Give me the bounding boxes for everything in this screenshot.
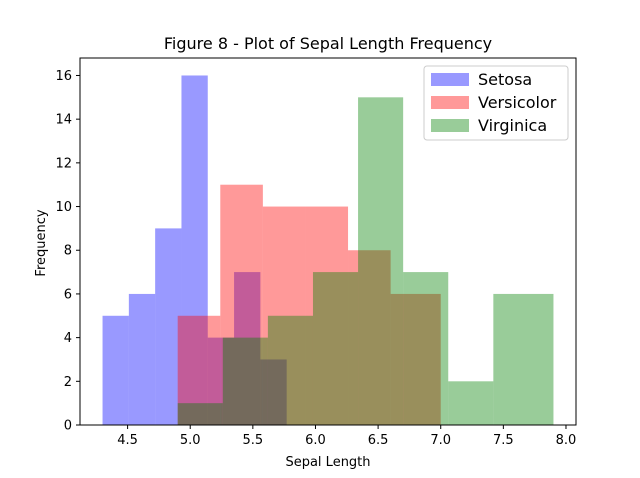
legend-swatch-virginica	[431, 119, 469, 132]
y-tick-label: 0	[64, 419, 72, 434]
bar-versicolor-1	[220, 184, 263, 425]
plot-frame	[79, 57, 577, 426]
y-axis-label: Frequency	[34, 209, 49, 276]
x-tick-label: 6.5	[368, 433, 389, 448]
legend-swatch-setosa	[431, 73, 469, 86]
legend: Setosa Versicolor Virginica	[423, 65, 569, 141]
y-tick-label: 6	[64, 287, 72, 302]
x-tick-label: 5.5	[243, 433, 264, 448]
bar-virginica-0	[177, 403, 223, 425]
bar-setosa-2	[155, 228, 182, 425]
x-axis-ticks: 4.5 5.0 5.5 6.0 6.5 7.0 7.5 8.0	[117, 425, 576, 448]
x-tick-label: 7.0	[430, 433, 451, 448]
y-tick-label: 10	[55, 200, 72, 215]
bar-virginica-4	[358, 97, 404, 426]
y-tick-label: 12	[55, 156, 72, 171]
bar-setosa-0	[102, 315, 129, 425]
chart-title: Figure 8 - Plot of Sepal Length Frequenc…	[164, 34, 492, 53]
histogram-bars	[102, 75, 554, 426]
x-tick-label: 4.5	[117, 433, 138, 448]
legend-label-setosa: Setosa	[478, 70, 532, 89]
legend-box	[423, 65, 569, 141]
bar-virginica-3	[312, 272, 359, 425]
bar-versicolor-0	[177, 315, 221, 425]
bar-virginica-5	[403, 272, 449, 425]
bar-versicolor-4	[348, 250, 391, 425]
legend-label-virginica: Virginica	[478, 116, 547, 135]
bar-virginica-2	[267, 315, 313, 425]
x-tick-label: 7.5	[493, 433, 514, 448]
bar-versicolor-5	[390, 293, 441, 425]
legend-label-versicolor: Versicolor	[478, 93, 557, 112]
bar-setosa-6	[260, 359, 287, 425]
bar-setosa-4	[207, 337, 235, 425]
y-tick-label: 16	[55, 69, 72, 84]
legend-swatch-versicolor	[431, 96, 469, 109]
y-tick-label: 4	[64, 331, 72, 346]
y-tick-label: 2	[64, 375, 72, 390]
bar-versicolor-2	[262, 206, 306, 425]
x-axis-label: Sepal Length	[285, 455, 370, 470]
y-tick-label: 8	[64, 244, 72, 259]
y-tick-label: 14	[55, 113, 72, 128]
bar-setosa-5	[234, 272, 261, 425]
bar-virginica-7	[493, 293, 554, 425]
x-tick-label: 5.0	[180, 433, 201, 448]
bar-setosa-1	[128, 293, 156, 425]
bar-virginica-1	[222, 337, 268, 425]
x-tick-label: 6.0	[305, 433, 326, 448]
x-tick-label: 8.0	[556, 433, 577, 448]
y-axis-ticks: 0 2 4 6 8 10 12 14 16	[55, 69, 80, 434]
bar-virginica-6	[448, 381, 494, 425]
bar-setosa-3	[181, 75, 208, 425]
bar-versicolor-3	[305, 206, 349, 425]
